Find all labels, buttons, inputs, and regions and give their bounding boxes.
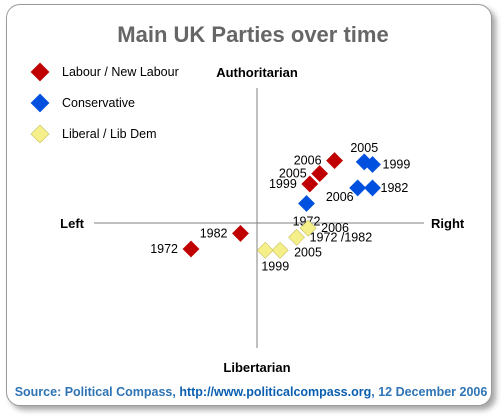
point-label-s2-5: 2006: [326, 190, 354, 204]
point-label-s3-4: 2006: [321, 221, 349, 235]
point-marker-s3-4: [299, 219, 317, 237]
legend-marker-2: [30, 93, 50, 113]
legend: Labour / New Labour Conservative Liberal /…: [30, 62, 179, 144]
legend-label-3: Liberal / Lib Dem: [62, 127, 157, 141]
point-label-s1-3: 1999: [269, 177, 297, 191]
source-prefix: Source: Political Compass,: [15, 385, 180, 399]
point-marker-s2-5: [349, 179, 367, 197]
axis-label-top: Authoritarian: [216, 65, 298, 80]
axes: [94, 88, 424, 348]
point-label-s1-4: 2005: [279, 167, 307, 181]
point-marker-s3-2: [271, 241, 289, 259]
point-label-s1-2: 1982: [200, 226, 228, 240]
point-label-s2-2: 1982: [381, 181, 409, 195]
point-marker-s1-5: [326, 152, 343, 170]
data-points: 1972198219992005200619721982199920052006…: [150, 141, 410, 273]
chart-frame: [6, 4, 492, 406]
chart-title: Main UK Parties over time: [117, 22, 388, 47]
legend-marker-1: [30, 62, 50, 82]
source-note: Source: Political Compass, http://www.po…: [15, 385, 488, 399]
source-suffix: , 12 December 2006: [371, 385, 487, 399]
point-label-s1-5: 2006: [294, 154, 322, 168]
point-marker-s1-2: [232, 224, 249, 242]
legend-marker-3: [30, 124, 50, 144]
point-marker-s2-4: [355, 153, 373, 171]
axis-label-right: Right: [431, 216, 465, 231]
legend-label-2: Conservative: [62, 96, 135, 110]
point-marker-s1-1: [182, 240, 200, 258]
point-marker-s2-2: [364, 179, 381, 197]
point-marker-s1-3: [301, 175, 319, 193]
point-label-s3-3: 1999: [261, 259, 289, 273]
point-marker-s1-4: [311, 165, 329, 183]
point-label-s2-4: 2005: [350, 141, 378, 155]
point-label-s2-3: 1999: [383, 158, 411, 172]
point-marker-s3-1: [288, 228, 306, 246]
point-label-s3-2: 2005: [294, 245, 322, 259]
point-marker-s3-3: [256, 241, 274, 259]
point-marker-s2-1: [298, 195, 315, 212]
legend-label-1: Labour / New Labour: [62, 65, 179, 79]
point-label-s3-1: 1972 /1982: [310, 230, 373, 244]
axis-label-bottom: Libertarian: [223, 360, 290, 375]
source-link[interactable]: http://www.politicalcompass.org: [179, 385, 371, 399]
axis-label-left: Left: [60, 216, 85, 231]
point-label-s1-1: 1972: [150, 242, 178, 256]
